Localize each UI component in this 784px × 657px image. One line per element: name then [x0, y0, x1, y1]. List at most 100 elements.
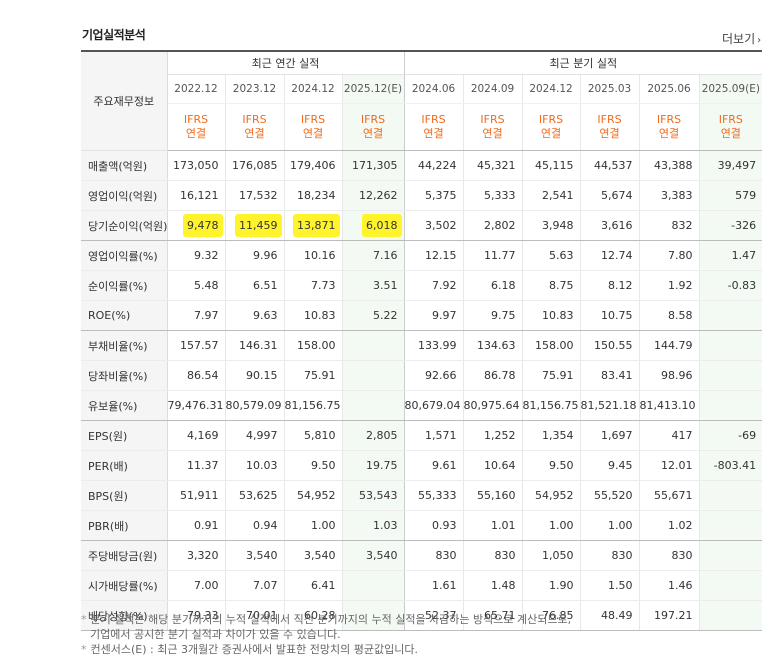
table-row: EPS(원) 4,169 4,997 5,810 2,805 1,571 1,252 1,35…: [81, 420, 763, 451]
table-cell: [699, 390, 763, 421]
table-cell: 173,050: [167, 150, 226, 181]
header-corner: 주요재무정보: [81, 52, 168, 151]
table-cell: 81,156.75: [522, 390, 581, 421]
table-cell: 12.15: [403, 240, 464, 271]
table-cell: 7.80: [639, 240, 700, 271]
table-cell: 158.00: [284, 330, 343, 361]
table-cell: 54,952: [522, 480, 581, 511]
table-cell: 44,224: [403, 150, 464, 181]
table-cell: 157.57: [167, 330, 226, 361]
table-cell: 10.75: [580, 300, 640, 331]
table-cell: 45,321: [463, 150, 523, 181]
table-cell: [342, 360, 405, 391]
highlighted-value: 11,459: [235, 214, 282, 237]
table-cell: 55,520: [580, 480, 640, 511]
table-cell: 9.50: [284, 450, 343, 481]
row-label: ROE(%): [81, 300, 168, 331]
table-cell: 18,234: [284, 180, 343, 211]
table-cell: 146.31: [225, 330, 285, 361]
table-cell: 5,375: [403, 180, 464, 211]
table-cell: 75.91: [522, 360, 581, 391]
table-cell: 3,540: [342, 540, 405, 571]
table-cell: 1.90: [522, 570, 581, 601]
table-cell: 7.00: [167, 570, 226, 601]
table-cell: 1.61: [403, 570, 464, 601]
table-cell: 1.00: [580, 510, 640, 541]
table-cell: [699, 600, 763, 631]
table-cell: [699, 330, 763, 361]
more-link[interactable]: 더보기 ›: [722, 30, 761, 47]
table-cell: 10.83: [284, 300, 343, 331]
table-cell: 6.41: [284, 570, 343, 601]
table-cell: 2,805: [342, 420, 405, 451]
table-cell: 9.63: [225, 300, 285, 331]
table-cell: 1,354: [522, 420, 581, 451]
table-cell: 8.12: [580, 270, 640, 301]
table-cell: 0.91: [167, 510, 226, 541]
ifrs-label: IFRS 연결: [463, 103, 523, 151]
row-label: 주당배당금(원): [81, 540, 168, 571]
highlighted-value: 6,018: [362, 214, 402, 237]
table-cell: 3,502: [403, 210, 464, 241]
table-row: 유보율(%) 79,476.31 80,579.09 81,156.75 80,679.…: [81, 390, 763, 421]
table-cell: 150.55: [580, 330, 640, 361]
table-cell: 9.75: [463, 300, 523, 331]
row-label: 부채비율(%): [81, 330, 168, 361]
table-cell: 55,333: [403, 480, 464, 511]
table-cell: 830: [403, 540, 464, 571]
table-cell: 19.75: [342, 450, 405, 481]
ifrs-label: IFRS 연결: [580, 103, 640, 151]
highlighted-value: 13,871: [293, 214, 340, 237]
table-cell: 176,085: [225, 150, 285, 181]
period-header: 2022.12: [167, 74, 226, 104]
table-cell: 65.71: [463, 600, 523, 631]
table-body: 매출액(억원) 173,050 176,085 179,406 171,305 44,22…: [81, 150, 763, 631]
table-cell: 179,406: [284, 150, 343, 181]
ifrs-label: IFRS 연결: [342, 103, 405, 151]
footnotes: * 분기 실적은 해당 분기까지의 누적 실적에서 직전 분기까지의 누적 실적을…: [81, 612, 771, 657]
table-cell: [699, 510, 763, 541]
table-cell: 1.00: [284, 510, 343, 541]
table-cell: 39,497: [699, 150, 763, 181]
table-cell: 133.99: [403, 330, 464, 361]
table-cell: 92.66: [403, 360, 464, 391]
table-cell: 17,532: [225, 180, 285, 211]
table-row: ROE(%) 7.97 9.63 10.83 5.22 9.97 9.75 10.83 10.7…: [81, 300, 763, 331]
table-cell: 7.97: [167, 300, 226, 331]
table-cell: 3,540: [225, 540, 285, 571]
table-cell: 4,997: [225, 420, 285, 451]
footnote-1-cont: 기업에서 공시한 분기 실적과 차이가 있을 수 있습니다.: [90, 628, 341, 641]
table-cell: 1,697: [580, 420, 640, 451]
table-cell: [699, 540, 763, 571]
table-cell: 7.92: [403, 270, 464, 301]
row-label: 배당성향(%): [81, 600, 168, 631]
table-cell: [699, 570, 763, 601]
period-header-row: 2022.12 2023.12 2024.12 2025.12(E) 2024.06 20…: [81, 74, 763, 104]
table-cell: 55,160: [463, 480, 523, 511]
row-label: 순이익률(%): [81, 270, 168, 301]
table-row: 배당성향(%) 79.33 70.01 60.28 52.37 65.71 76.85 48.…: [81, 600, 763, 631]
table-row: PBR(배) 0.91 0.94 1.00 1.03 0.93 1.01 1.00 1.00 1.…: [81, 510, 763, 541]
table-row: 주당배당금(원) 3,320 3,540 3,540 3,540 830 830 1,050 8…: [81, 540, 763, 571]
row-label: 매출액(억원): [81, 150, 168, 181]
table-row: 당좌비율(%) 86.54 90.15 75.91 92.66 86.78 75.91 83.…: [81, 360, 763, 391]
table-cell: [699, 360, 763, 391]
ifrs-label: IFRS 연결: [167, 103, 226, 151]
table-cell: 80,579.09: [225, 390, 285, 421]
table-cell: 9.61: [403, 450, 464, 481]
period-header: 2023.12: [225, 74, 285, 104]
table-cell: 0.93: [403, 510, 464, 541]
table-cell: 3,383: [639, 180, 700, 211]
table-cell: 48.49: [580, 600, 640, 631]
table-cell: 12,262: [342, 180, 405, 211]
table-cell: 1.92: [639, 270, 700, 301]
table-cell: 1.00: [522, 510, 581, 541]
table-cell: 70.01: [225, 600, 285, 631]
period-header: 2025.06: [639, 74, 700, 104]
top-rule: [81, 50, 762, 52]
table-row: PER(배) 11.37 10.03 9.50 19.75 9.61 10.64 9.50 9.…: [81, 450, 763, 481]
table-row: 매출액(억원) 173,050 176,085 179,406 171,305 44,22…: [81, 150, 763, 181]
table-cell: 3.51: [342, 270, 405, 301]
asterisk-icon: *: [81, 643, 87, 656]
